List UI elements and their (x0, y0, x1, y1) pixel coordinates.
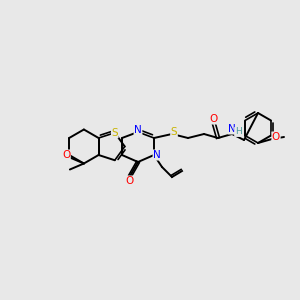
Text: O: O (126, 176, 134, 186)
Text: N: N (134, 125, 142, 135)
Text: N: N (228, 124, 236, 134)
Text: H: H (235, 128, 242, 136)
Text: O: O (62, 150, 70, 160)
Text: S: S (171, 127, 177, 137)
Text: S: S (112, 128, 118, 138)
Text: O: O (272, 132, 280, 142)
Text: N: N (153, 150, 161, 160)
Text: O: O (210, 114, 218, 124)
